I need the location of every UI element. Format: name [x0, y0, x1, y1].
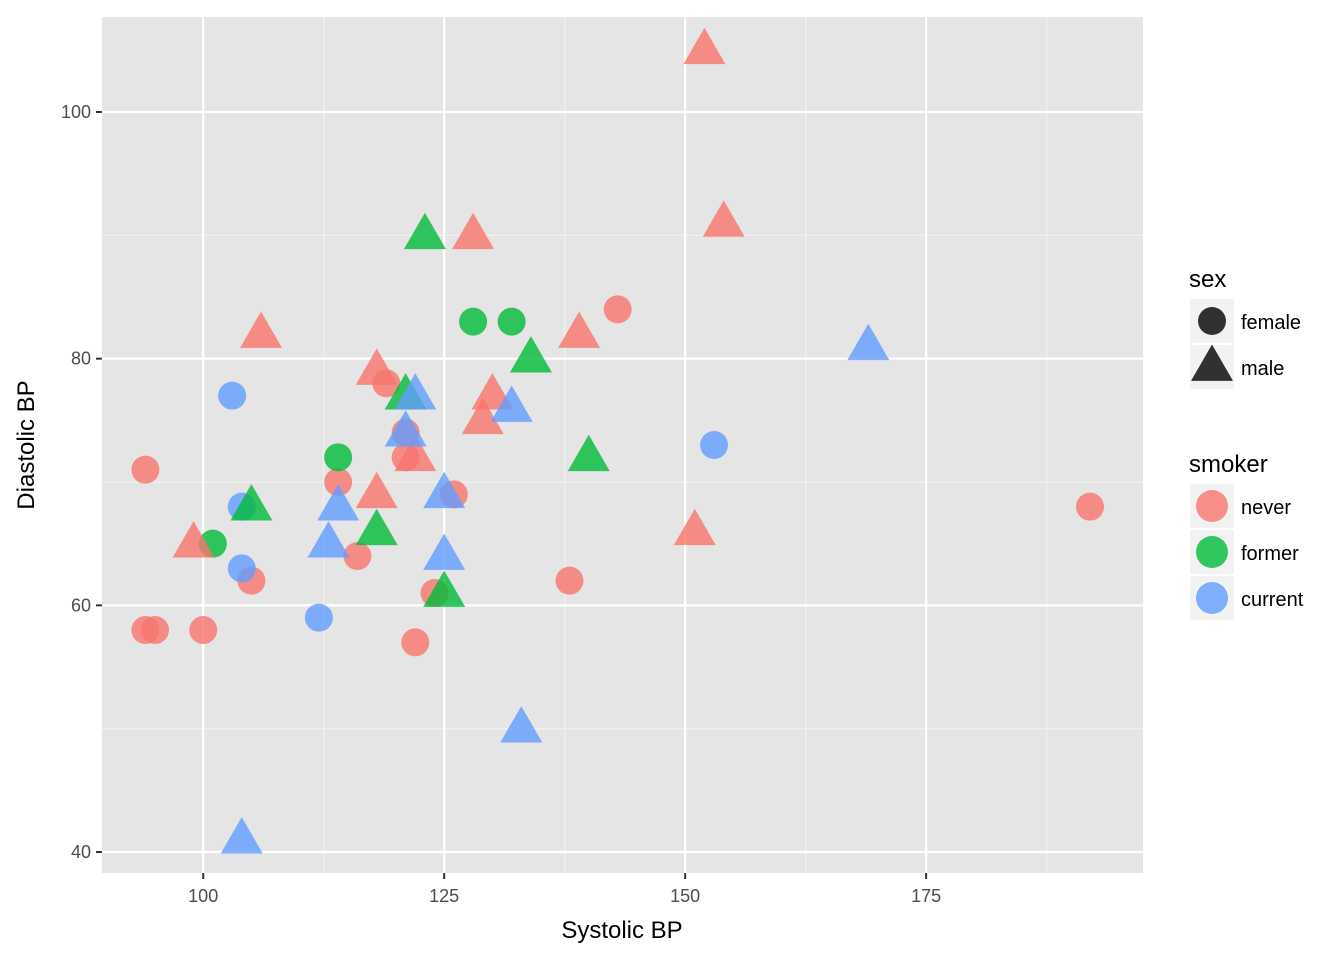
y-axis-ticks: 40 60 80 100: [61, 102, 102, 862]
point-male-never: [355, 348, 398, 385]
point-male-former: [355, 508, 398, 546]
x-tick-label: 175: [911, 886, 941, 906]
point-female-never: [141, 616, 170, 645]
legend-key-triangle: [1191, 344, 1233, 381]
point-male-never: [172, 521, 215, 558]
point-female-never: [603, 295, 632, 324]
point-male-current: [847, 323, 890, 361]
point-female-never: [189, 616, 218, 645]
point-male-current: [220, 817, 263, 854]
legend-title-sex: sex: [1189, 266, 1226, 293]
major-grid: [102, 17, 1143, 873]
legend-label-female: female: [1241, 312, 1301, 334]
point-male-current: [423, 533, 466, 570]
legend: sex female male smoker never former current: [1189, 266, 1304, 620]
point-male-never: [394, 434, 437, 472]
y-tick-label: 100: [61, 102, 91, 122]
legend-key-circle: [1198, 307, 1226, 335]
legend-label-former: former: [1241, 543, 1299, 565]
point-male-former: [423, 570, 466, 607]
minor-grid: [102, 17, 1143, 873]
legend-title-smoker: smoker: [1189, 451, 1268, 478]
y-tick-label: 40: [71, 842, 91, 862]
point-female-never: [131, 455, 160, 484]
point-male-current: [384, 410, 427, 447]
point-male-former: [403, 212, 446, 250]
legend-label-never: never: [1241, 497, 1291, 519]
point-male-never: [461, 397, 504, 435]
point-male-never: [673, 508, 716, 546]
legend-key-current: [1196, 582, 1228, 614]
y-tick-label: 80: [71, 349, 91, 369]
point-female-former: [324, 443, 353, 472]
point-male-current: [490, 385, 533, 422]
x-axis-title: Systolic BP: [561, 917, 682, 944]
point-male-never: [471, 373, 514, 410]
x-tick-label: 150: [670, 886, 700, 906]
point-male-never: [452, 212, 495, 250]
legend-label-current: current: [1241, 589, 1304, 611]
point-female-current: [304, 603, 333, 632]
point-female-never: [401, 628, 430, 657]
point-male-former: [509, 336, 552, 373]
point-female-former: [459, 307, 488, 336]
point-female-current: [700, 431, 729, 459]
point-male-former: [567, 434, 610, 472]
point-female-never: [1075, 492, 1104, 521]
panel-background: [102, 17, 1143, 873]
legend-key-never: [1196, 490, 1228, 522]
y-tick-label: 60: [71, 595, 91, 615]
x-tick-label: 125: [429, 886, 459, 906]
point-male-former: [230, 484, 273, 521]
point-male-never: [702, 200, 745, 237]
point-female-never: [324, 468, 353, 497]
point-male-current: [394, 373, 437, 410]
point-female-former: [497, 307, 526, 336]
data-points: [131, 27, 1104, 854]
point-female-never: [343, 542, 372, 571]
legend-label-male: male: [1241, 358, 1284, 380]
point-male-never: [355, 471, 398, 509]
point-female-current: [227, 554, 256, 583]
legend-key-former: [1196, 536, 1228, 568]
point-male-current: [423, 471, 466, 509]
y-axis-title: Diastolic BP: [13, 380, 40, 509]
x-axis-ticks: 100 125 150 175: [188, 873, 941, 906]
point-female-current: [218, 381, 247, 410]
point-male-never: [683, 27, 726, 65]
point-male-current: [317, 484, 360, 521]
point-female-never: [555, 566, 584, 595]
point-male-never: [558, 311, 601, 348]
point-male-current: [307, 521, 350, 558]
x-tick-label: 100: [188, 886, 218, 906]
point-male-never: [240, 311, 283, 348]
point-male-current: [500, 706, 543, 743]
